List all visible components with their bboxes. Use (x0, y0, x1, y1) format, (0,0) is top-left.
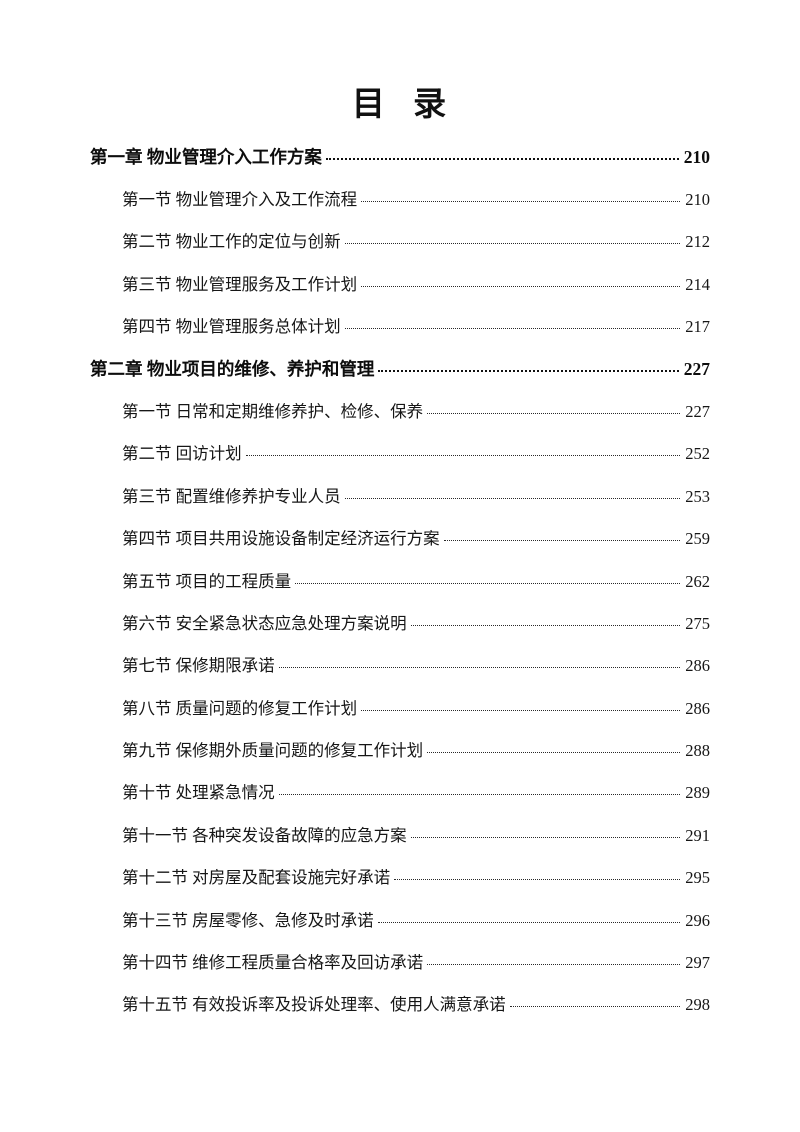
toc-entry-page: 227 (685, 401, 710, 421)
toc-entry-label: 第一节 物业管理介入及工作流程 (122, 189, 358, 209)
toc-entry-section: 第七节 保修期限承诺 286 (90, 652, 710, 694)
toc-entry-label: 第十二节 对房屋及配套设施完好承诺 (122, 868, 391, 888)
toc-entry-section: 第二节 物业工作的定位与创新 212 (90, 228, 710, 270)
toc-entry-label: 第十三节 房屋零修、急修及时承诺 (122, 910, 374, 930)
toc-entry-page: 262 (685, 571, 710, 591)
toc-entry-label: 第四节 物业管理服务总体计划 (122, 317, 341, 337)
toc-entry-label: 第十节 处理紧急情况 (122, 783, 275, 803)
toc-entry-label: 第四节 项目共用设施设备制定经济运行方案 (122, 529, 440, 549)
toc-entry-section: 第九节 保修期外质量问题的修复工作计划 288 (90, 737, 710, 779)
dot-leader (344, 497, 681, 499)
toc-entry-page: 227 (683, 358, 710, 379)
toc-entry-section: 第十三节 房屋零修、急修及时承诺 296 (90, 907, 710, 949)
dot-leader (410, 624, 681, 626)
dot-leader (427, 752, 681, 754)
dot-leader (509, 1006, 681, 1008)
toc-entry-page: 286 (685, 656, 710, 676)
toc-entry-section: 第一节 物业管理介入及工作流程 210 (90, 186, 710, 228)
dot-leader (344, 243, 681, 245)
dot-leader (344, 328, 681, 330)
dot-leader (427, 412, 681, 414)
toc-entry-label: 第十五节 有效投诉率及投诉处理率、使用人满意承诺 (122, 995, 506, 1015)
toc-entry-section: 第二节 回访计划 252 (90, 440, 710, 482)
toc-entry-page: 296 (685, 910, 710, 930)
toc-entry-section: 第五节 项目的工程质量 262 (90, 568, 710, 610)
dot-leader (295, 582, 681, 584)
toc-entry-label: 第一节 日常和定期维修养护、检修、保养 (122, 401, 424, 421)
dot-leader (361, 285, 681, 287)
toc-entry-label: 第十一节 各种突发设备故障的应急方案 (122, 825, 407, 845)
toc-entry-page: 289 (685, 783, 710, 803)
dot-leader (377, 921, 681, 923)
toc-entry-label: 第六节 安全紧急状态应急处理方案说明 (122, 613, 407, 633)
toc-entry-label: 第七节 保修期限承诺 (122, 656, 275, 676)
dot-leader (378, 369, 679, 372)
toc-entry-section: 第六节 安全紧急状态应急处理方案说明 275 (90, 610, 710, 652)
dot-leader (325, 157, 679, 160)
toc-entry-page: 295 (685, 868, 710, 888)
dot-leader (443, 540, 681, 542)
toc-entry-page: 217 (685, 317, 710, 337)
toc-entry-page: 286 (685, 698, 710, 718)
toc-entry-chapter: 第一章 物业管理介入工作方案 210 (90, 144, 710, 186)
dot-leader (278, 794, 681, 796)
toc-entry-page: 291 (685, 825, 710, 845)
toc-entry-section: 第四节 项目共用设施设备制定经济运行方案 259 (90, 525, 710, 567)
toc-entry-label: 第十四节 维修工程质量合格率及回访承诺 (122, 953, 424, 973)
toc-entry-label: 第三节 配置维修养护专业人员 (122, 486, 341, 506)
toc-entry-section: 第十五节 有效投诉率及投诉处理率、使用人满意承诺 298 (90, 991, 710, 1033)
toc-entry-label: 第二节 物业工作的定位与创新 (122, 232, 341, 252)
dot-leader (245, 455, 681, 457)
toc-entry-label: 第九节 保修期外质量问题的修复工作计划 (122, 741, 424, 761)
toc-entry-section: 第十一节 各种突发设备故障的应急方案 291 (90, 822, 710, 864)
toc-entry-page: 298 (685, 995, 710, 1015)
toc-entry-section: 第一节 日常和定期维修养护、检修、保养 227 (90, 398, 710, 440)
toc-entry-page: 210 (685, 189, 710, 209)
toc-entry-label: 第一章 物业管理介入工作方案 (90, 146, 322, 167)
toc-entry-page: 253 (685, 486, 710, 506)
toc-entry-page: 288 (685, 741, 710, 761)
dot-leader (361, 709, 681, 711)
toc-entry-label: 第五节 项目的工程质量 (122, 571, 292, 591)
toc-entry-section: 第八节 质量问题的修复工作计划 286 (90, 695, 710, 737)
toc-entry-page: 210 (683, 146, 710, 167)
toc-entry-page: 252 (685, 444, 710, 464)
toc-entry-page: 214 (685, 274, 710, 294)
toc-entry-section: 第十二节 对房屋及配套设施完好承诺 295 (90, 864, 710, 906)
toc-entry-page: 259 (685, 529, 710, 549)
toc-entry-label: 第二章 物业项目的维修、养护和管理 (90, 358, 375, 379)
dot-leader (410, 836, 681, 838)
toc-entry-section: 第四节 物业管理服务总体计划 217 (90, 313, 710, 355)
toc-entry-page: 212 (685, 232, 710, 252)
dot-leader (427, 964, 681, 966)
toc-entry-label: 第三节 物业管理服务及工作计划 (122, 274, 358, 294)
toc-entry-chapter: 第二章 物业项目的维修、养护和管理 227 (90, 356, 710, 398)
dot-leader (278, 667, 681, 669)
dot-leader (394, 879, 681, 881)
dot-leader (361, 200, 681, 202)
page-title: 目 录 (351, 87, 449, 123)
toc-list: 第一章 物业管理介入工作方案 210 第一节 物业管理介入及工作流程 210 第… (90, 144, 710, 1034)
toc-entry-label: 第二节 回访计划 (122, 444, 242, 464)
toc-entry-page: 275 (685, 613, 710, 633)
toc-entry-page: 297 (685, 953, 710, 973)
toc-entry-section: 第十四节 维修工程质量合格率及回访承诺 297 (90, 949, 710, 991)
toc-entry-label: 第八节 质量问题的修复工作计划 (122, 698, 358, 718)
toc-entry-section: 第三节 配置维修养护专业人员 253 (90, 483, 710, 525)
toc-entry-section: 第十节 处理紧急情况 289 (90, 779, 710, 821)
toc-entry-section: 第三节 物业管理服务及工作计划 214 (90, 271, 710, 313)
